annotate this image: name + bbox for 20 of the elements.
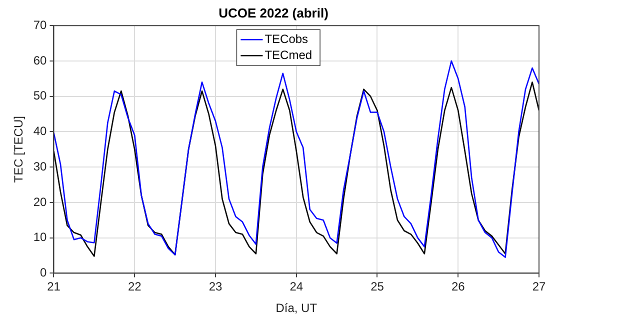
y-tick-label: 30	[33, 159, 48, 174]
y-tick-label: 60	[33, 53, 48, 68]
y-axis-title: TEC [TECU]	[12, 116, 26, 183]
x-tick-label: 25	[370, 280, 384, 294]
y-tick-label: 0	[40, 266, 48, 280]
x-axis-title: Día, UT	[276, 301, 318, 316]
legend-label: TECmed	[264, 48, 312, 62]
x-tick-label: 27	[532, 280, 546, 294]
x-tick-label: 22	[128, 280, 142, 294]
x-tick-label: 23	[208, 280, 222, 294]
y-tick-label: 50	[33, 88, 48, 103]
y-tick-label: 70	[33, 18, 48, 32]
chart-title: UCOE 2022 (abril)	[218, 5, 328, 20]
x-tick-label: 24	[290, 280, 304, 294]
y-tick-label: 10	[33, 230, 48, 244]
x-tick-label: 26	[451, 280, 466, 294]
legend-label: TECobs	[264, 32, 308, 46]
y-tick-label: 40	[33, 124, 48, 138]
x-tick-label: 21	[47, 280, 61, 294]
y-tick-label: 20	[33, 194, 48, 209]
